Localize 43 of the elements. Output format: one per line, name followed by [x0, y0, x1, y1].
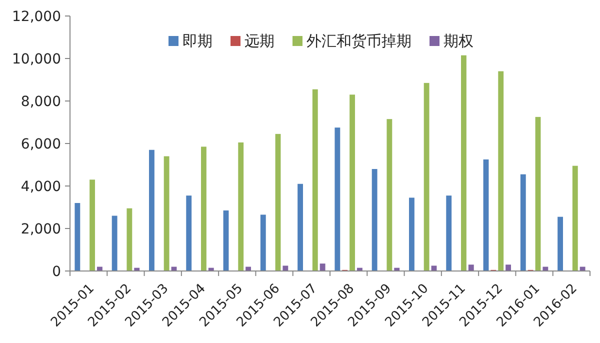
bar	[498, 71, 504, 271]
bar	[275, 134, 281, 271]
bar	[461, 55, 466, 271]
bar	[572, 166, 578, 271]
bar	[282, 266, 288, 271]
bar	[164, 156, 170, 271]
bar	[260, 214, 266, 271]
bar	[90, 180, 95, 271]
bar	[126, 208, 132, 271]
y-tick-label: 12,000	[12, 9, 61, 25]
legend-label: 远期	[244, 32, 274, 50]
bar	[468, 264, 474, 271]
bar	[298, 184, 303, 271]
bar	[424, 82, 430, 271]
y-tick-label: 8,000	[20, 94, 61, 110]
bar	[74, 203, 80, 271]
y-tick-label: 4,000	[20, 179, 61, 195]
bar	[483, 159, 489, 271]
legend-label: 即期	[182, 32, 212, 50]
bar	[446, 196, 452, 271]
bar	[112, 216, 118, 271]
legend-label: 外汇和货币掉期	[306, 32, 412, 50]
legend-label: 期权	[444, 32, 474, 50]
bar	[386, 119, 392, 271]
bar	[320, 264, 326, 271]
bar	[558, 216, 563, 271]
bar	[238, 142, 244, 271]
bar	[350, 94, 355, 271]
y-tick-label: 10,000	[12, 52, 61, 68]
bar	[201, 146, 206, 271]
bar	[312, 89, 318, 271]
y-tick-label: 2,000	[20, 222, 61, 238]
y-tick-label: 6,000	[20, 136, 61, 152]
bar	[186, 196, 192, 271]
bar	[506, 264, 511, 271]
bar	[535, 116, 541, 271]
bar	[149, 150, 154, 271]
y-tick-label: 0	[52, 264, 61, 280]
bar	[223, 210, 229, 271]
bar	[409, 198, 414, 271]
bar	[372, 169, 378, 271]
bar	[520, 174, 526, 271]
bar	[334, 128, 340, 271]
